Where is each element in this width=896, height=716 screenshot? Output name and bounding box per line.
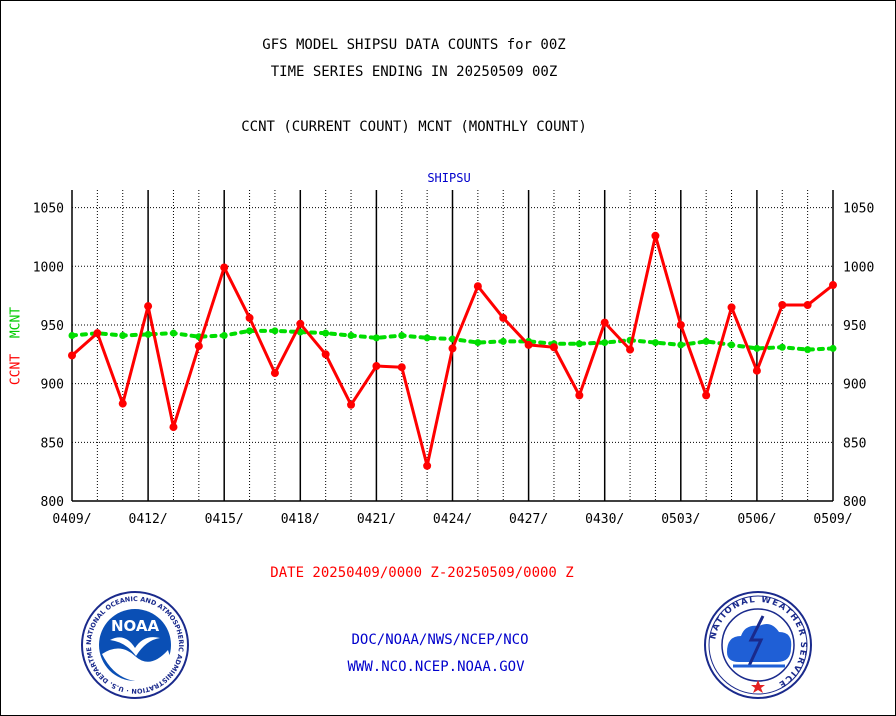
chart-title-line2: TIME SERIES ENDING IN 20250509 00Z [270, 64, 558, 80]
noaa-logo-text: NOAA [111, 617, 160, 635]
mcnt-point [423, 334, 431, 342]
mcnt-point [271, 327, 279, 335]
mcnt-point [804, 346, 812, 354]
ccnt-point [296, 319, 305, 328]
ccnt-point [829, 281, 837, 290]
x-tick-label: 0409/ [52, 512, 91, 527]
ccnt-point [372, 362, 381, 371]
x-tick-label: 0509/ [813, 512, 852, 527]
ccnt-point [803, 301, 812, 310]
mcnt-point [246, 327, 254, 335]
ccnt-point [423, 461, 432, 470]
y-tick-label-left: 850 [41, 436, 64, 451]
mcnt-point [677, 341, 685, 349]
y-tick-label-right: 1000 [843, 260, 874, 275]
mcnt-point [372, 334, 380, 342]
ccnt-point [118, 399, 127, 408]
mcnt-point [68, 332, 76, 340]
org-text: DOC/NOAA/NWS/NCEP/NCO [351, 632, 529, 648]
mcnt-point [169, 329, 177, 337]
y-tick-label-left: 800 [41, 495, 64, 510]
mcnt-point [474, 339, 482, 347]
mcnt-point [702, 337, 710, 345]
y-tick-label-right: 1050 [843, 202, 874, 217]
y-tick-label-right: 800 [843, 495, 866, 510]
ccnt-point [347, 400, 356, 409]
y-tick-label-right: 900 [843, 378, 866, 393]
mcnt-point [322, 329, 330, 337]
mcnt-point [575, 340, 583, 348]
noaa-logo: NATIONAL OCEANIC AND ATMOSPHERIC ADMINIS… [80, 590, 189, 699]
ccnt-point [626, 345, 635, 354]
mcnt-point [119, 332, 127, 340]
mcnt-point [601, 339, 609, 347]
ccnt-point [676, 320, 685, 329]
ccnt-point [194, 342, 203, 351]
ccnt-point [270, 369, 279, 378]
ccnt-point [499, 313, 508, 322]
ccnt-point [144, 302, 153, 311]
ccnt-point [68, 351, 76, 360]
mcnt-point [398, 332, 406, 340]
mcnt-point [347, 332, 355, 340]
ccnt-point [245, 313, 254, 322]
y-tick-label-left: 1000 [33, 260, 64, 275]
ccnt-point [397, 363, 406, 372]
ccnt-point [600, 318, 609, 327]
ccnt-point [651, 231, 660, 240]
ccnt-point [702, 391, 711, 400]
y-tick-label-right: 850 [843, 436, 866, 451]
y-tick-label-left: 950 [41, 319, 64, 334]
ccnt-point [220, 263, 229, 272]
x-tick-label: 0506/ [737, 512, 776, 527]
x-tick-label: 0415/ [205, 512, 244, 527]
chart-subtitle: CCNT (CURRENT COUNT) MCNT (MONTHLY COUNT… [241, 119, 587, 135]
x-tick-label: 0427/ [509, 512, 548, 527]
ccnt-point [524, 340, 533, 349]
ccnt-point [727, 303, 736, 312]
y-tick-label-left: 1050 [33, 202, 64, 217]
ccnt-point [93, 329, 102, 338]
x-tick-label: 0418/ [281, 512, 320, 527]
nws-logo: NATIONAL WEATHER SERVICE [704, 591, 812, 699]
ccnt-point [321, 350, 330, 359]
x-tick-label: 0430/ [585, 512, 624, 527]
mcnt-point [728, 341, 736, 349]
chart-title-line1: GFS MODEL SHIPSU DATA COUNTS for 00Z [262, 37, 566, 53]
ccnt-point [778, 301, 787, 310]
mcnt-point [651, 339, 659, 347]
ccnt-point [752, 366, 761, 375]
mcnt-point [829, 344, 837, 352]
mcnt-point [778, 343, 786, 351]
ccnt-point [169, 423, 178, 432]
y-tick-label-right: 950 [843, 319, 866, 334]
mcnt-point [144, 330, 152, 338]
x-tick-label: 0421/ [357, 512, 396, 527]
ccnt-point [448, 344, 457, 353]
mcnt-point [499, 337, 507, 345]
ccnt-point [549, 343, 558, 352]
ccnt-point [473, 282, 482, 291]
date-range: DATE 20250409/0000 Z-20250509/0000 Z [270, 565, 574, 581]
ccnt-point [575, 391, 584, 400]
x-tick-label: 0424/ [433, 512, 472, 527]
mcnt-point [753, 344, 761, 352]
url-link[interactable]: WWW.NCO.NCEP.NOAA.GOV [347, 659, 525, 675]
x-tick-label: 0412/ [129, 512, 168, 527]
x-tick-label: 0503/ [661, 512, 700, 527]
mcnt-point [220, 332, 228, 340]
panel-title: SHIPSU [427, 171, 471, 185]
y-tick-label-left: 900 [41, 378, 64, 393]
